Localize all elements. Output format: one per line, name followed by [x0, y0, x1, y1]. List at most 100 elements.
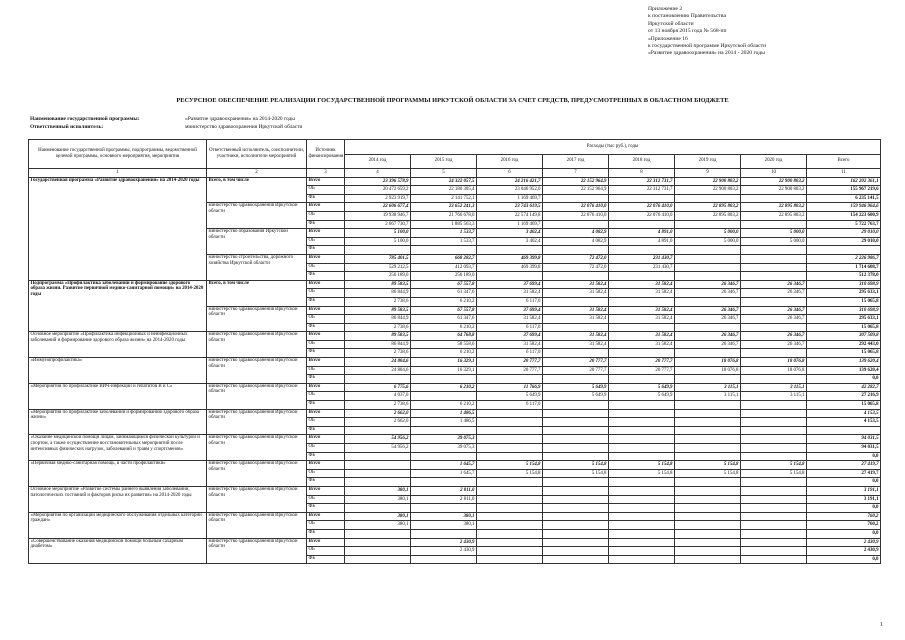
amount: 5 100,0: [344, 228, 411, 238]
amount: [542, 417, 609, 427]
amount: 4 153,5: [805, 417, 882, 427]
amount: 6 117,0: [476, 322, 543, 333]
amount: [476, 546, 543, 556]
amount: 4 153,5: [805, 408, 882, 419]
amount: [674, 193, 741, 204]
table-row: Государственная программа «Развитие здра…: [28, 176, 882, 281]
table-row: ФБ 2 923 919,7 2 141 752,1 1 169 469,7 6 235…: [29, 193, 882, 204]
amount: 231 430,7: [608, 262, 675, 273]
amount: [476, 271, 543, 281]
amount: [740, 219, 807, 230]
amount: [674, 400, 741, 410]
amount: [674, 434, 741, 444]
amount: [608, 348, 675, 359]
amount: [410, 451, 477, 462]
amount: 16 329,1: [410, 357, 477, 367]
amount: 0,0: [805, 451, 882, 462]
amount: [344, 460, 411, 470]
amount: [740, 374, 807, 384]
amount: [608, 425, 675, 436]
amount: [542, 245, 609, 255]
amount: 0,0: [805, 477, 882, 487]
amount: 2 430,9: [805, 537, 882, 548]
source: Всего: [306, 485, 345, 496]
item-name: Основное мероприятие «Профилактика инфек…: [28, 331, 207, 359]
expenses-header: Расходы (тыс руб.), годы: [343, 139, 882, 155]
amount: 64 768,8: [410, 331, 477, 341]
amount: [740, 546, 807, 556]
amount: 5 154,8: [608, 460, 675, 470]
amount: 23 396 578,9: [344, 176, 411, 187]
amount: 5 722 763,7: [805, 219, 882, 230]
amount: [410, 477, 477, 487]
amount: 380,1: [344, 494, 411, 505]
amount: [344, 528, 411, 539]
column-number: 6: [476, 168, 543, 178]
amount: 89 583,5: [344, 279, 411, 290]
source: ОБ: [306, 210, 345, 221]
amount: 31 582,4: [542, 305, 609, 316]
appendix-line: Приложение 2: [648, 6, 683, 12]
source: ФБ: [306, 348, 345, 359]
amount: [542, 520, 609, 530]
amount: 2 667 730,7: [344, 219, 411, 230]
amount: 2 811,0: [410, 485, 477, 496]
appendix-line: от 13 ноября 2015 года № 568-пп: [648, 28, 727, 35]
amount: 31 582,4: [608, 288, 675, 298]
amount: 15 065,8: [805, 322, 882, 333]
amount: [740, 537, 807, 548]
executor: министерство здравоохранения Иркутской о…: [206, 305, 307, 333]
table-row: Основное мероприятие «Профилактика инфек…: [28, 331, 882, 359]
item-name: «Совершенствование оказания медицинской …: [28, 537, 207, 565]
amount: 22 895 803,2: [740, 210, 807, 221]
amount: [410, 245, 477, 255]
amount: [740, 511, 807, 522]
amount: [740, 253, 807, 264]
amount: 11 766,9: [476, 382, 543, 393]
amount: 6 775,6: [344, 382, 411, 393]
amount: 5 100,0: [344, 236, 411, 247]
amount: [542, 477, 609, 487]
amount: [542, 400, 609, 410]
amount: 256 189,0: [344, 271, 411, 281]
amount: [740, 477, 807, 487]
executor: министерство здравоохранения Иркутской о…: [206, 331, 307, 359]
year-header: 2016 год: [476, 153, 543, 169]
executor: министерство здравоохранения Иркутской о…: [206, 511, 307, 539]
amount: 86 844,9: [344, 339, 411, 350]
amount: 22 900 803,2: [674, 185, 741, 195]
amount: 22 312 731,7: [608, 176, 675, 187]
page-number: 1: [880, 622, 883, 628]
amount: 760,2: [805, 511, 882, 522]
header-row: Наименование государственной программы, …: [28, 139, 882, 169]
amount: 6 210,2: [410, 348, 477, 359]
amount: [476, 374, 543, 384]
amount: [740, 193, 807, 204]
amount: [476, 408, 543, 419]
amount: [608, 245, 675, 255]
amount: 159 946 964,6: [805, 202, 882, 212]
amount: [674, 443, 741, 453]
amount: [476, 503, 543, 513]
amount: 1 486,5: [410, 408, 477, 419]
source: ОБ: [306, 185, 345, 195]
amount: [410, 374, 477, 384]
amount: 2 662,0: [344, 417, 411, 427]
amount: 5 649,9: [542, 382, 609, 393]
amount: 4 082,9: [542, 236, 609, 247]
item-name: «Иммунопрофилактика»: [28, 357, 207, 384]
amount: 39 075,3: [410, 443, 477, 453]
amount: 24 322 057,5: [410, 176, 477, 187]
amount: 2 738,6: [344, 400, 411, 410]
amount: [740, 425, 807, 436]
amount: [740, 520, 807, 530]
item-name: «Оказание медицинской помощи лицам, зани…: [28, 434, 207, 462]
amount: 785 401,5: [344, 253, 411, 264]
amount: 4 037,0: [344, 391, 411, 402]
amount: [674, 494, 741, 505]
amount: 4 891,0: [608, 236, 675, 247]
amount: [740, 494, 807, 505]
amount: [476, 520, 543, 530]
amount: [608, 451, 675, 462]
amount: [542, 193, 609, 204]
